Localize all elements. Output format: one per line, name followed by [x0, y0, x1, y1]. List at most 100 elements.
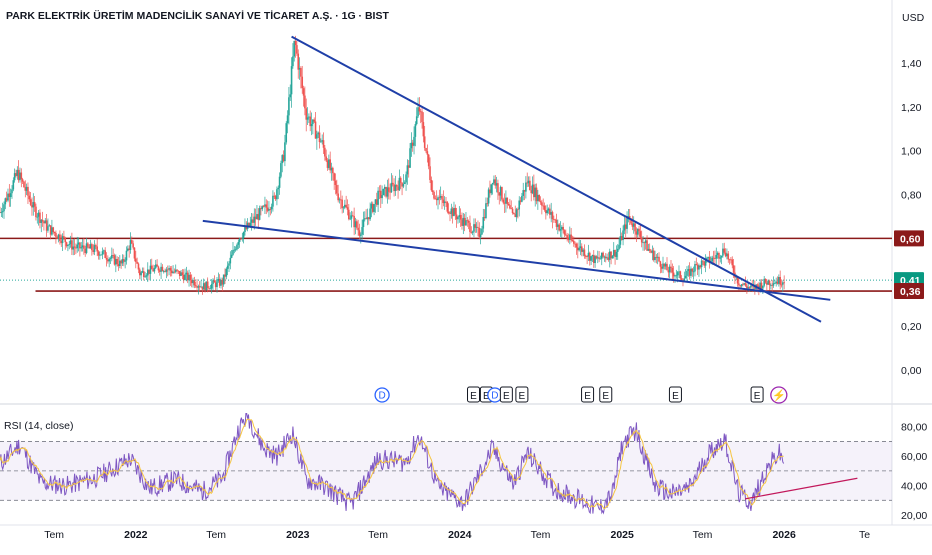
candle-body: [181, 272, 184, 276]
candle-body: [8, 193, 11, 198]
candle-body: [631, 223, 634, 227]
candle-body: [148, 269, 150, 274]
candle-body: [269, 209, 272, 210]
candle-body: [477, 226, 479, 228]
candle-body: [226, 265, 229, 269]
candle-body: [72, 246, 75, 250]
candle-body: [97, 251, 100, 256]
candle-body: [4, 198, 7, 205]
candle-body: [607, 257, 610, 260]
candle-body: [367, 217, 370, 220]
candle-body: [691, 268, 694, 272]
candle-body: [647, 248, 650, 251]
candle-body: [224, 274, 226, 277]
candle-body: [361, 227, 363, 235]
candle-body: [333, 173, 335, 181]
candle-body: [651, 250, 654, 253]
candle-body: [642, 242, 644, 244]
candle-body: [740, 284, 743, 287]
candle-body: [674, 275, 676, 277]
candle-body: [747, 287, 750, 289]
candle-body: [620, 236, 623, 241]
candle-body: [442, 199, 445, 204]
candle-body: [253, 216, 256, 223]
candle-body: [554, 219, 556, 221]
candle-body: [341, 199, 343, 209]
candle-body: [362, 219, 365, 228]
candle-body: [225, 268, 228, 277]
candle-body: [95, 245, 97, 247]
candle-body: [25, 186, 28, 191]
candle-body: [209, 288, 212, 290]
candle-body: [774, 283, 776, 284]
candle-body: [768, 280, 771, 286]
candle-body: [655, 256, 658, 258]
candle-body: [474, 224, 477, 228]
candle-body: [462, 217, 465, 226]
candle-body: [104, 250, 106, 258]
time-tick-label: 2022: [124, 529, 148, 541]
candle-body: [208, 287, 210, 289]
candle-body: [51, 227, 53, 235]
candle-body: [698, 265, 700, 270]
candle-body: [720, 255, 723, 258]
candle-body: [728, 259, 731, 261]
candle-body: [328, 159, 330, 168]
candle-body: [322, 140, 325, 148]
candle-body: [502, 199, 505, 203]
candle-body: [586, 256, 588, 258]
candle-body: [16, 169, 19, 176]
candle-body: [150, 265, 153, 270]
candle-body: [236, 244, 238, 250]
candle-body: [602, 252, 604, 257]
candle-body: [252, 219, 254, 223]
price-badge-label: 0,36: [900, 286, 921, 298]
rsi-title[interactable]: RSI (14, close): [4, 420, 74, 432]
event-label: D: [378, 391, 385, 402]
candle-body: [134, 258, 137, 262]
candle-body: [775, 281, 777, 284]
candle-body: [578, 247, 580, 251]
candle-body: [659, 261, 662, 267]
rsi-tick-label: 20,00: [901, 510, 927, 522]
candle-body: [45, 220, 48, 231]
candle-body: [55, 233, 57, 237]
candle-body: [40, 219, 43, 223]
currency-label[interactable]: USD: [902, 12, 925, 24]
candle-body: [124, 260, 126, 262]
candle-body: [157, 266, 160, 271]
candle-body: [357, 227, 359, 231]
candle-body: [550, 212, 552, 215]
candle-body: [238, 238, 241, 242]
candle-body: [712, 257, 715, 259]
candle-body: [329, 159, 331, 171]
candle-body: [510, 208, 513, 210]
candle-body: [417, 107, 419, 117]
candle-body: [320, 141, 322, 143]
candle-body: [427, 154, 430, 167]
candle-body: [668, 266, 671, 273]
candle-body: [410, 142, 413, 149]
flash-icon: [770, 386, 788, 404]
candle-body: [514, 214, 517, 218]
candle-body: [108, 258, 110, 262]
candle-body: [676, 272, 679, 276]
candle-body: [543, 205, 546, 210]
candle-body: [635, 231, 638, 235]
candle-body: [403, 182, 406, 184]
candle-body: [439, 196, 442, 198]
candle-body: [216, 281, 218, 288]
candle-body: [80, 247, 83, 249]
event-label: E: [470, 391, 477, 402]
time-tick-label: Te: [859, 529, 870, 541]
candle-body: [738, 283, 740, 286]
candle-body: [128, 248, 130, 250]
candle-body: [415, 116, 418, 125]
candle-body: [658, 256, 660, 262]
candle-body: [213, 280, 216, 283]
earnings-icon: [599, 386, 613, 403]
candle-body: [242, 232, 245, 239]
earnings-icon: [668, 386, 682, 403]
candle-body: [770, 284, 772, 286]
